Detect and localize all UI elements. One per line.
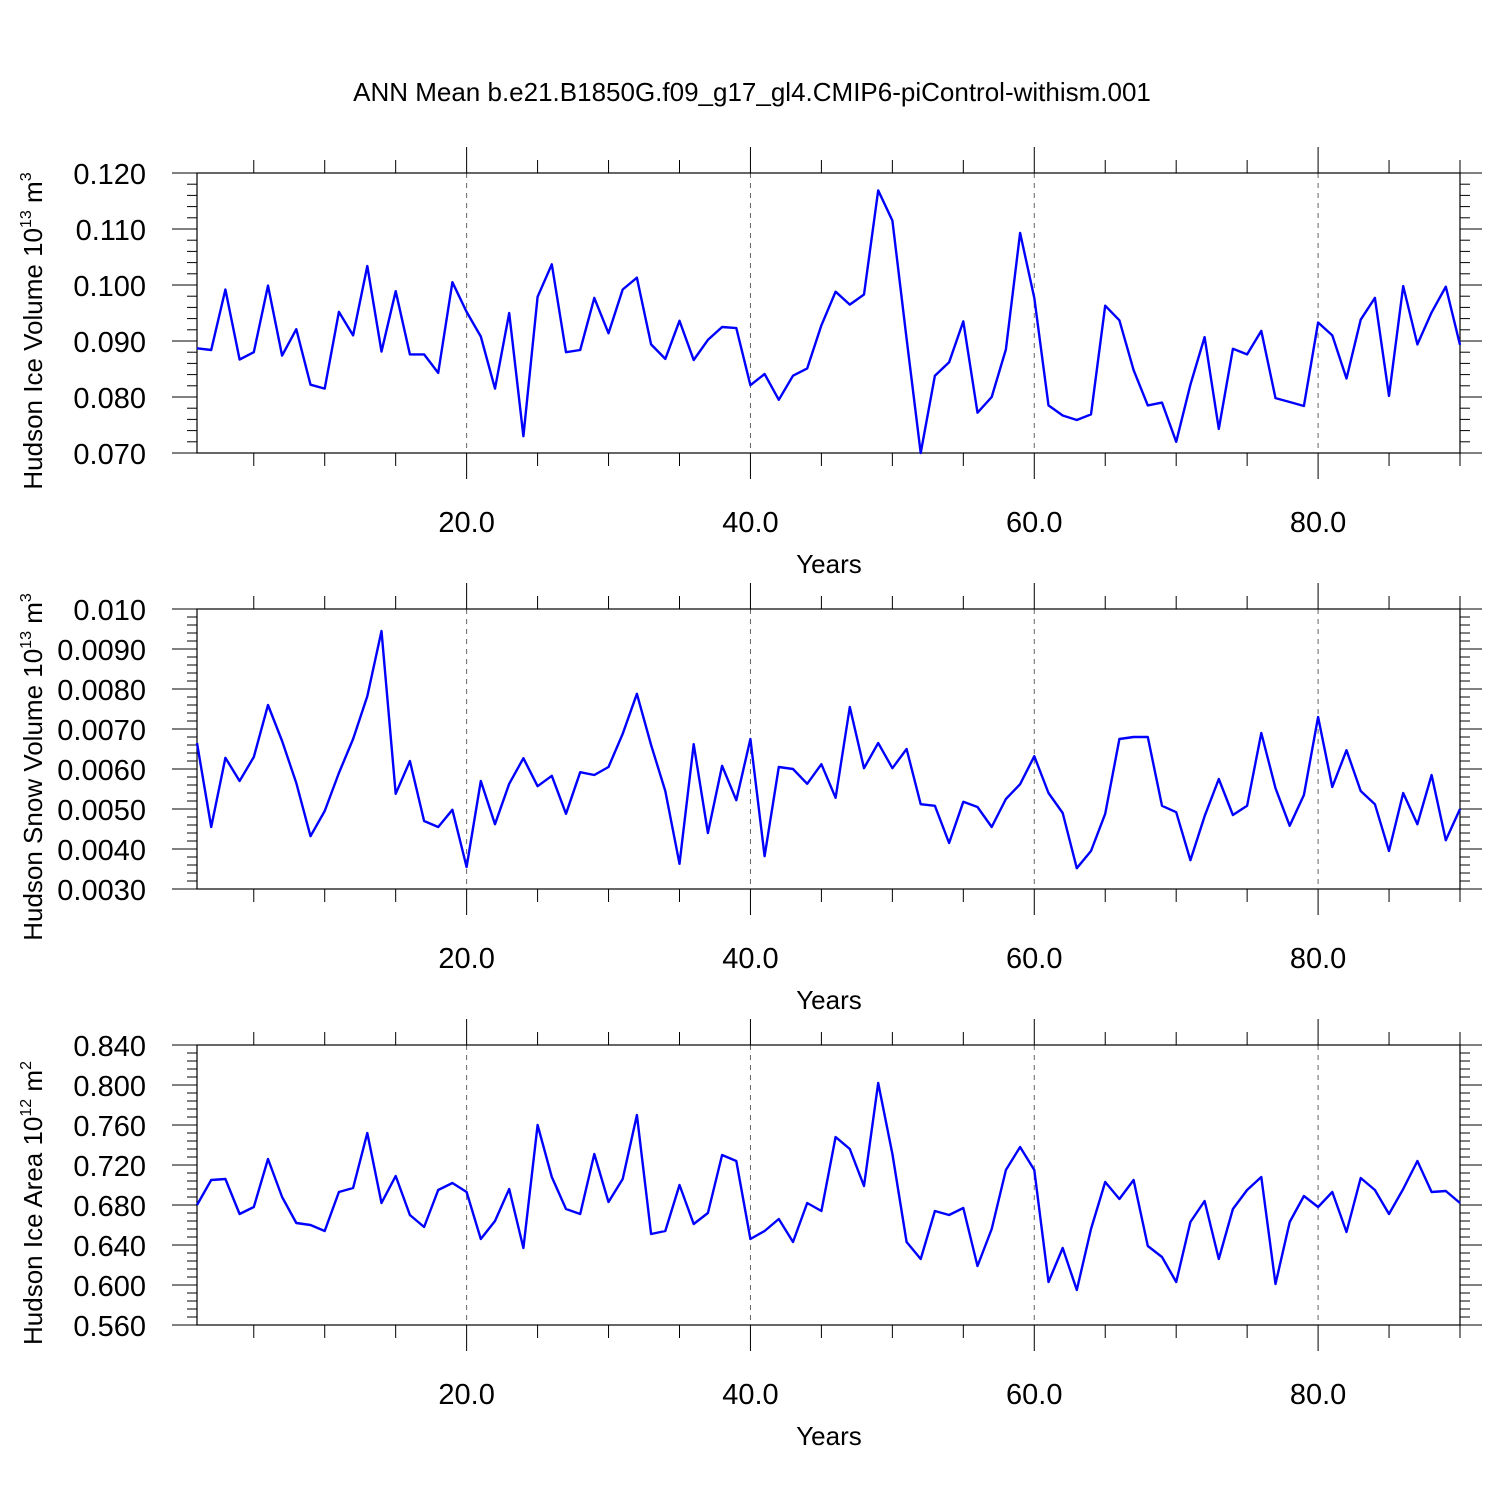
panel-3-plot-frame	[196, 1044, 1461, 1326]
panel-1-y-axis-label-sup: 3	[18, 172, 35, 181]
panel-2-y-axis-label: Hudson Snow Volume 1013 m3	[18, 593, 48, 941]
panel-2-x-tick-label: 80.0	[1290, 943, 1346, 975]
panel-1-x-axis-label: Years	[796, 549, 862, 579]
chart-panels: 0.070 0.080 0.090 0.100 0.110 0.120 20.0 40.0 60…	[18, 147, 1482, 1451]
chart-title: ANN Mean b.e21.B1850G.f09_g17_gl4.CMIP6-…	[353, 77, 1151, 107]
panel-3-y-tick-label: 0.760	[73, 1111, 146, 1143]
panel-1-x-tick-label: 60.0	[1006, 507, 1062, 539]
panel-2-y-axis-label-sup: 3	[18, 593, 35, 602]
panel-3-y-axis-label-sup: 12	[18, 1099, 35, 1117]
panel-1-series-line	[196, 189, 1462, 455]
panel-2-y-axis-label-part: Hudson Snow Volume 10	[18, 649, 48, 941]
panel-1-y-axis-label-part: m	[18, 181, 48, 210]
panel-2-y-axis-label-sup: 13	[18, 631, 35, 649]
panel-3-y-axis-label: Hudson Ice Area 1012 m2	[18, 1061, 48, 1345]
panel-1-plot-frame	[196, 172, 1461, 454]
panel-2-plot-frame	[196, 608, 1461, 890]
panel-3-x-axis-label: Years	[796, 1421, 862, 1451]
panel-3-x-tick-label: 60.0	[1006, 1379, 1062, 1411]
panel-3-series-line	[195, 1081, 1461, 1292]
chart-panel-1: 0.070 0.080 0.090 0.100 0.110 0.120 20.0 40.0 60…	[18, 147, 1482, 579]
panel-3-y-axis-label-part: m	[18, 1070, 48, 1099]
panel-1-y-axis-label-part: Hudson Ice Volume 10	[18, 228, 48, 490]
panel-3-x-tick-label: 20.0	[438, 1379, 494, 1411]
panel-1-y-tick-label: 0.090	[73, 327, 146, 359]
panel-1-y-tick-label: 0.120	[73, 159, 146, 191]
chart-panel-3: 0.560 0.600 0.640 0.680 0.720 0.760 0.800 0.840…	[18, 1019, 1482, 1451]
panel-3-y-tick-label: 0.560	[73, 1311, 146, 1343]
panel-2-x-tick-label: 20.0	[438, 943, 494, 975]
panel-3-x-tick-label: 40.0	[722, 1379, 778, 1411]
panel-3-y-tick-label: 0.800	[73, 1071, 146, 1103]
panel-2-y-axis-label-part: m	[18, 602, 48, 631]
panel-2-y-tick-label: 0.0060	[57, 755, 146, 787]
panel-1-y-tick-label: 0.110	[76, 215, 146, 247]
panel-1-x-tick-label: 20.0	[438, 507, 494, 539]
panel-3-y-axis-label-part: Hudson Ice Area 10	[18, 1117, 48, 1345]
panel-1-y-axis-label-sup: 13	[18, 210, 35, 228]
panel-3-y-tick-label: 0.680	[73, 1191, 146, 1223]
panel-1-y-tick-label: 0.070	[73, 439, 146, 471]
panel-2-x-tick-label: 40.0	[722, 943, 778, 975]
panel-1-x-tick-label: 40.0	[722, 507, 778, 539]
panel-3-x-tick-label: 80.0	[1290, 1379, 1346, 1411]
panel-1-y-tick-label: 0.100	[73, 271, 146, 303]
panel-1-x-tick-label: 80.0	[1290, 507, 1346, 539]
panel-2-y-tick-label: 0.0050	[57, 795, 146, 827]
panel-2-y-tick-label: 0.010	[73, 595, 146, 627]
panel-2-y-tick-label: 0.0080	[57, 675, 146, 707]
panel-2-y-tick-label: 0.0090	[57, 635, 146, 667]
panel-3-y-tick-label: 0.600	[73, 1271, 146, 1303]
panel-3-y-tick-label: 0.840	[73, 1031, 146, 1063]
panel-2-y-tick-label: 0.0040	[57, 835, 146, 867]
panel-2-y-tick-label: 0.0030	[57, 875, 146, 907]
panel-3-y-axis-label-sup: 2	[18, 1061, 35, 1070]
panel-2-series-line	[195, 629, 1462, 870]
panel-2-y-tick-label: 0.0070	[57, 715, 146, 747]
panel-2-x-tick-label: 60.0	[1006, 943, 1062, 975]
panel-3-y-tick-label: 0.720	[73, 1151, 146, 1183]
panel-2-x-axis-label: Years	[796, 985, 862, 1015]
panel-1-y-tick-label: 0.080	[73, 383, 146, 415]
panel-3-y-tick-label: 0.640	[73, 1231, 146, 1263]
chart-panel-2: 0.0030 0.0040 0.0050 0.0060 0.0070 0.0080 0.00…	[18, 583, 1482, 1015]
panel-1-y-axis-label: Hudson Ice Volume 1013 m3	[18, 172, 48, 489]
